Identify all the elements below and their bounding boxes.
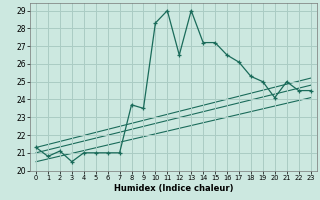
X-axis label: Humidex (Indice chaleur): Humidex (Indice chaleur) xyxy=(114,184,233,193)
